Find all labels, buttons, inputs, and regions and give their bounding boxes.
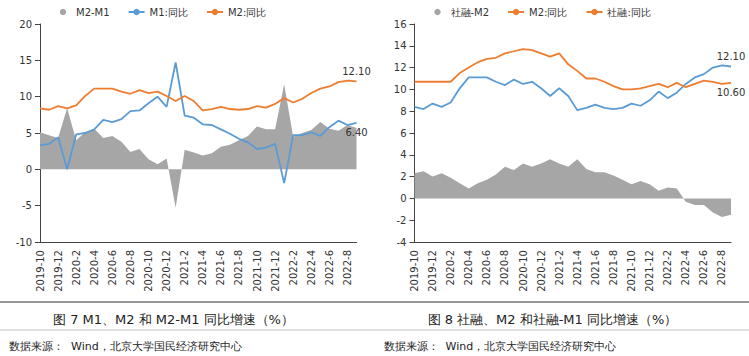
svg-text:2022-8: 2022-8: [716, 250, 727, 285]
svg-text:2021-6: 2021-6: [590, 250, 601, 285]
svg-text:2021-2: 2021-2: [179, 250, 190, 285]
svg-text:-4: -4: [397, 237, 407, 248]
svg-text:2021-10: 2021-10: [626, 250, 637, 292]
svg-text:2022-8: 2022-8: [342, 250, 353, 285]
svg-text:2020-8: 2020-8: [125, 250, 136, 285]
svg-text:2020-12: 2020-12: [161, 250, 172, 292]
svg-text:2020-10: 2020-10: [143, 250, 154, 292]
svg-text:2020-4: 2020-4: [89, 250, 100, 285]
svg-text:2020-12: 2020-12: [536, 250, 547, 292]
svg-text:4: 4: [400, 149, 406, 160]
svg-text:M2-M1: M2-M1: [76, 7, 110, 18]
svg-text:2020-10: 2020-10: [518, 250, 529, 292]
svg-text:-5: -5: [22, 200, 32, 211]
svg-text:2020-2: 2020-2: [71, 250, 82, 285]
svg-text:2022-2: 2022-2: [288, 250, 299, 285]
svg-text:数据来源： Wind，北京大学国民经济研究中心: 数据来源： Wind，北京大学国民经济研究中心: [9, 340, 242, 353]
svg-text:2020-8: 2020-8: [499, 250, 510, 285]
svg-text:图 8 社融、M2 和社融-M1 同比增速（%）: 图 8 社融、M2 和社融-M1 同比增速（%）: [428, 312, 678, 327]
svg-text:2021-8: 2021-8: [233, 250, 244, 285]
svg-text:图 7 M1、M2 和 M2-M1 同比增速（%）: 图 7 M1、M2 和 M2-M1 同比增速（%）: [53, 312, 294, 327]
svg-text:M1:同比: M1:同比: [150, 7, 188, 18]
svg-text:社融:同比: 社融:同比: [607, 7, 650, 18]
svg-text:2021-10: 2021-10: [252, 250, 263, 292]
svg-text:10: 10: [394, 84, 407, 95]
svg-text:6: 6: [400, 128, 406, 139]
svg-text:5: 5: [26, 128, 32, 139]
svg-text:2: 2: [400, 171, 406, 182]
svg-text:2020-4: 2020-4: [463, 250, 474, 285]
svg-text:6.40: 6.40: [345, 127, 367, 138]
svg-text:10.60: 10.60: [717, 87, 746, 98]
svg-text:10: 10: [19, 91, 32, 102]
svg-text:2021-4: 2021-4: [572, 250, 583, 285]
svg-text:12.10: 12.10: [717, 51, 746, 62]
svg-text:2019-10: 2019-10: [409, 250, 420, 292]
svg-text:2019-12: 2019-12: [427, 250, 438, 292]
svg-text:2021-2: 2021-2: [554, 250, 565, 285]
svg-text:2021-8: 2021-8: [608, 250, 619, 285]
svg-text:M2:同比: M2:同比: [228, 7, 266, 18]
svg-text:数据来源： Wind，北京大学国民经济研究中心: 数据来源： Wind，北京大学国民经济研究中心: [384, 340, 617, 353]
svg-text:2022-6: 2022-6: [324, 250, 335, 285]
svg-text:2021-12: 2021-12: [270, 250, 281, 292]
svg-text:2019-10: 2019-10: [35, 250, 46, 292]
svg-text:0: 0: [400, 193, 406, 204]
svg-text:2022-2: 2022-2: [662, 250, 673, 285]
svg-text:2022-4: 2022-4: [306, 250, 317, 285]
svg-text:2021-4: 2021-4: [197, 250, 208, 285]
svg-text:2020-6: 2020-6: [107, 250, 118, 285]
svg-text:20: 20: [19, 19, 32, 30]
svg-text:12: 12: [394, 62, 407, 73]
svg-text:12.10: 12.10: [342, 66, 371, 77]
svg-text:2021-12: 2021-12: [644, 250, 655, 292]
svg-text:8: 8: [400, 106, 406, 117]
svg-text:2022-6: 2022-6: [698, 250, 709, 285]
svg-text:-10: -10: [16, 237, 32, 248]
svg-text:15: 15: [19, 55, 32, 66]
svg-text:社融-M2: 社融-M2: [451, 7, 490, 18]
svg-text:0: 0: [26, 164, 32, 175]
svg-text:-2: -2: [397, 215, 407, 226]
svg-text:2022-4: 2022-4: [680, 250, 691, 285]
svg-text:M2:同比: M2:同比: [529, 7, 567, 18]
svg-text:2020-2: 2020-2: [445, 250, 456, 285]
svg-text:2019-12: 2019-12: [53, 250, 64, 292]
svg-text:14: 14: [394, 40, 407, 51]
svg-text:2020-6: 2020-6: [481, 250, 492, 285]
svg-text:2021-6: 2021-6: [215, 250, 226, 285]
svg-text:16: 16: [394, 19, 407, 30]
